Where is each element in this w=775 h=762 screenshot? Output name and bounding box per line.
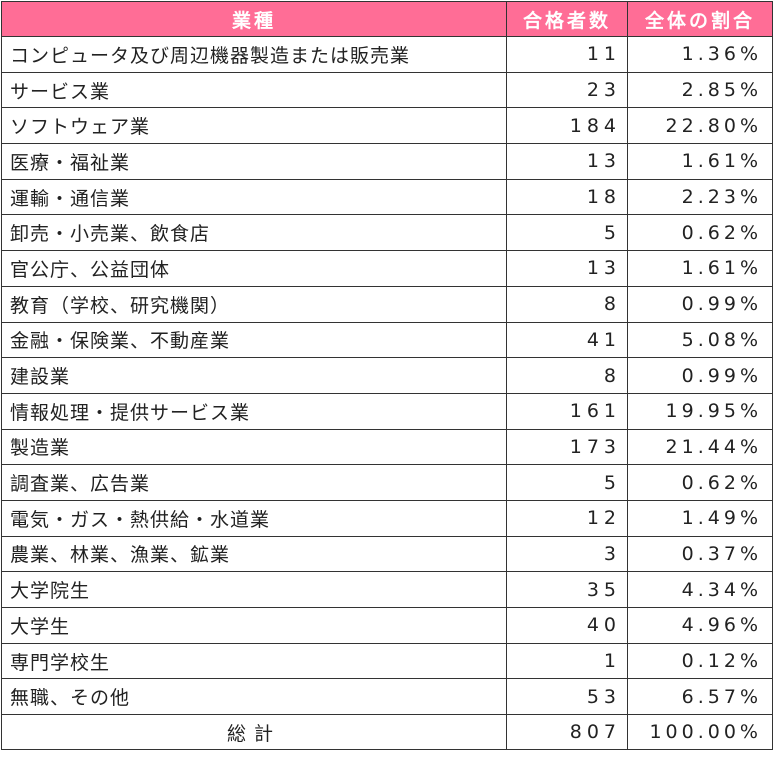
table-row: 卸売・小売業、飲食店 5 0.62% <box>1 214 773 252</box>
count-cell: 11 <box>506 36 628 73</box>
table-row: 大学生 40 4.96% <box>1 607 773 644</box>
total-count: 807 <box>506 714 628 751</box>
ratio-cell: 0.99% <box>627 357 773 394</box>
ratio-cell: 2.85% <box>627 71 773 109</box>
ratio-cell: 1.61% <box>627 143 773 180</box>
industry-cell: 金融・保険業、不動産業 <box>1 321 507 359</box>
table-row: 電気・ガス・熱供給・水道業 12 1.49% <box>1 499 773 537</box>
industry-cell: 建設業 <box>1 357 507 394</box>
ratio-cell: 0.37% <box>627 535 773 573</box>
count-cell: 40 <box>506 607 628 644</box>
table-row: 調査業、広告業 5 0.62% <box>1 464 773 501</box>
table-row: 無職、その他 53 6.57% <box>1 678 773 716</box>
count-cell: 1 <box>506 642 628 680</box>
industry-cell: 製造業 <box>1 428 507 466</box>
industry-cell: 電気・ガス・熱供給・水道業 <box>1 499 507 537</box>
ratio-cell: 22.80% <box>627 107 773 145</box>
header-row: 業種 合格者数 全体の割合 <box>1 1 773 37</box>
table-row: 金融・保険業、不動産業 41 5.08% <box>1 321 773 359</box>
ratio-cell: 0.62% <box>627 214 773 252</box>
ratio-cell: 0.12% <box>627 642 773 680</box>
count-cell: 18 <box>506 178 628 216</box>
table-row: 官公庁、公益団体 13 1.61% <box>1 250 773 287</box>
table-row: 運輸・通信業 18 2.23% <box>1 178 773 216</box>
industry-cell: 農業、林業、漁業、鉱業 <box>1 535 507 573</box>
industry-cell: ソフトウェア業 <box>1 107 507 145</box>
table-row: コンピュータ及び周辺機器製造または販売業 11 1.36% <box>1 36 773 73</box>
count-cell: 184 <box>506 107 628 145</box>
table-row: 農業、林業、漁業、鉱業 3 0.37% <box>1 535 773 573</box>
industry-cell: 大学生 <box>1 607 507 644</box>
count-cell: 3 <box>506 535 628 573</box>
ratio-cell: 21.44% <box>627 428 773 466</box>
ratio-cell: 2.23% <box>627 178 773 216</box>
total-row: 総計 807 100.00% <box>1 714 773 751</box>
total-label: 総計 <box>1 714 507 751</box>
table-row: 建設業 8 0.99% <box>1 357 773 394</box>
industry-cell: 運輸・通信業 <box>1 178 507 216</box>
table-row: 専門学校生 1 0.12% <box>1 642 773 680</box>
ratio-cell: 5.08% <box>627 321 773 359</box>
ratio-cell: 4.96% <box>627 607 773 644</box>
industry-cell: コンピュータ及び周辺機器製造または販売業 <box>1 36 507 73</box>
ratio-cell: 1.61% <box>627 250 773 287</box>
industry-cell: 無職、その他 <box>1 678 507 716</box>
table-row: 製造業 173 21.44% <box>1 428 773 466</box>
ratio-cell: 19.95% <box>627 392 773 430</box>
header-ratio: 全体の割合 <box>627 1 773 37</box>
industry-cell: 官公庁、公益団体 <box>1 250 507 287</box>
count-cell: 35 <box>506 571 628 608</box>
ratio-cell: 0.99% <box>627 285 773 323</box>
count-cell: 173 <box>506 428 628 466</box>
ratio-cell: 4.34% <box>627 571 773 608</box>
ratio-cell: 0.62% <box>627 464 773 501</box>
industry-cell: 専門学校生 <box>1 642 507 680</box>
table-row: 情報処理・提供サービス業 161 19.95% <box>1 392 773 430</box>
industry-cell: サービス業 <box>1 71 507 109</box>
total-ratio: 100.00% <box>627 714 773 751</box>
ratio-cell: 6.57% <box>627 678 773 716</box>
table-row: 医療・福祉業 13 1.61% <box>1 143 773 180</box>
count-cell: 5 <box>506 464 628 501</box>
table-row: 大学院生 35 4.34% <box>1 571 773 608</box>
ratio-cell: 1.49% <box>627 499 773 537</box>
table-row: サービス業 23 2.85% <box>1 71 773 109</box>
industry-cell: 教育（学校、研究機関） <box>1 285 507 323</box>
count-cell: 8 <box>506 285 628 323</box>
industry-cell: 大学院生 <box>1 571 507 608</box>
count-cell: 12 <box>506 499 628 537</box>
count-cell: 23 <box>506 71 628 109</box>
count-cell: 13 <box>506 143 628 180</box>
table-row: ソフトウェア業 184 22.80% <box>1 107 773 145</box>
count-cell: 13 <box>506 250 628 287</box>
count-cell: 161 <box>506 392 628 430</box>
count-cell: 5 <box>506 214 628 252</box>
table-body: コンピュータ及び周辺機器製造または販売業 11 1.36% サービス業 23 2.85% ソ… <box>1 36 773 716</box>
industry-cell: 調査業、広告業 <box>1 464 507 501</box>
table-row: 教育（学校、研究機関） 8 0.99% <box>1 285 773 323</box>
industry-cell: 医療・福祉業 <box>1 143 507 180</box>
count-cell: 41 <box>506 321 628 359</box>
ratio-cell: 1.36% <box>627 36 773 73</box>
count-cell: 8 <box>506 357 628 394</box>
count-cell: 53 <box>506 678 628 716</box>
industry-cell: 卸売・小売業、飲食店 <box>1 214 507 252</box>
industry-cell: 情報処理・提供サービス業 <box>1 392 507 430</box>
header-industry: 業種 <box>1 1 507 37</box>
header-count: 合格者数 <box>506 1 628 37</box>
